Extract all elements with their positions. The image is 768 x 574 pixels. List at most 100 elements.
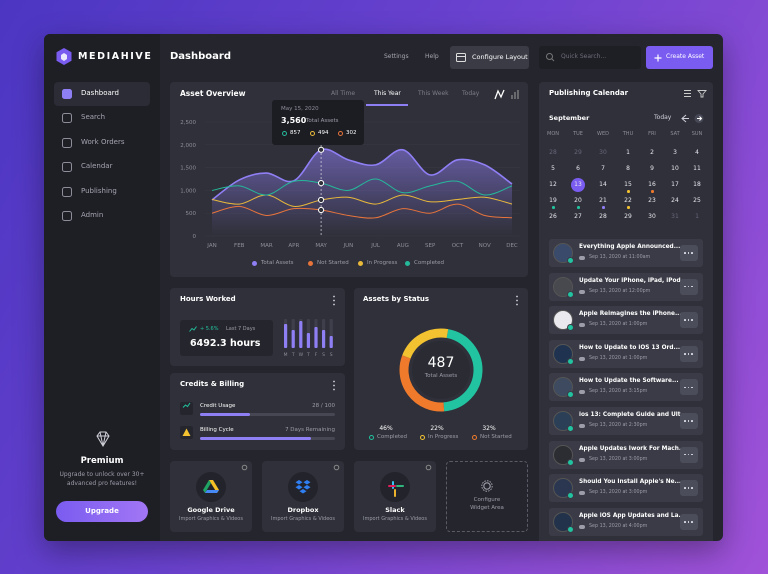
configure-label[interactable]: Configure Layout xyxy=(472,53,528,61)
header-link[interactable]: Settings xyxy=(384,53,409,60)
item-menu[interactable] xyxy=(680,278,698,295)
nav-label[interactable]: Search xyxy=(81,113,106,121)
publish-item[interactable]: ios 13: Complete Guide and Ult... Sep 13,… xyxy=(549,407,703,435)
item-menu[interactable] xyxy=(680,245,698,261)
calendar-day[interactable]: 21 xyxy=(599,197,607,204)
item-menu[interactable] xyxy=(680,513,698,530)
upgrade-button[interactable]: Upgrade xyxy=(56,501,148,522)
item-menu[interactable] xyxy=(680,379,698,396)
create-icon xyxy=(654,54,662,62)
calendar-day[interactable]: 13 xyxy=(574,181,582,188)
x-tick-label: JUL xyxy=(370,243,381,249)
calendar-day[interactable]: 6 xyxy=(576,165,580,172)
calendar-day[interactable]: 9 xyxy=(650,165,654,172)
publish-item[interactable]: Apple iOS App Updates and La... Sep 13, 2… xyxy=(549,507,703,536)
widget-area[interactable] xyxy=(446,461,528,532)
item-menu[interactable] xyxy=(680,312,698,329)
calendar-day[interactable]: 11 xyxy=(693,165,701,172)
item-glyph xyxy=(182,428,191,436)
create-button[interactable]: Create Asset xyxy=(646,46,713,69)
calendar-day[interactable]: 25 xyxy=(693,197,701,204)
item-menu[interactable] xyxy=(680,480,698,497)
publish-item[interactable]: Apple Reimagines the iPhone... Sep 13, 20… xyxy=(549,306,703,335)
event-dot xyxy=(627,190,630,193)
calendar-day[interactable]: 1 xyxy=(626,149,630,156)
selected-day xyxy=(571,178,585,192)
card-title: Assets by Status xyxy=(363,295,430,303)
item-menu[interactable] xyxy=(680,413,698,429)
create-label[interactable]: Create Asset xyxy=(666,53,705,60)
nav-label[interactable]: Dashboard xyxy=(81,89,119,97)
weekday: SAT xyxy=(670,131,680,137)
event-dot xyxy=(627,206,630,209)
publish-item[interactable]: Everything Apple Announced... Sep 13, 202… xyxy=(549,239,703,267)
item-menu[interactable] xyxy=(680,446,698,463)
calendar-day[interactable]: 29 xyxy=(574,149,582,156)
nav-label[interactable]: Admin xyxy=(81,211,104,219)
calendar-day[interactable]: 30 xyxy=(599,149,607,156)
gear xyxy=(241,464,248,471)
time-tab[interactable]: This Week xyxy=(418,90,449,97)
configure-button[interactable]: Configure Layout xyxy=(450,46,529,69)
calendar-day[interactable]: 7 xyxy=(601,165,605,172)
nav-label[interactable]: Calendar xyxy=(81,162,113,170)
menu-dot xyxy=(684,453,686,456)
calendar-day[interactable]: 3 xyxy=(673,149,677,156)
calendar-day[interactable]: 31 xyxy=(671,213,679,220)
calendar-day[interactable]: 20 xyxy=(574,197,582,204)
nav-icon-shape xyxy=(62,162,72,172)
calendar-day[interactable]: 1 xyxy=(695,213,699,220)
calendar-day[interactable]: 29 xyxy=(624,213,632,220)
bar xyxy=(291,330,295,348)
search-placeholder[interactable]: Quick Search... xyxy=(561,53,607,60)
nav-icon xyxy=(62,113,72,123)
publish-item[interactable]: How to Update to iOS 13 Ord... Sep 13, 20… xyxy=(549,339,703,368)
calendar-day[interactable]: 17 xyxy=(671,181,679,188)
calendar-today[interactable]: Today xyxy=(654,114,672,121)
calendar-day[interactable]: 10 xyxy=(671,165,679,172)
calendar-day[interactable]: 4 xyxy=(695,149,699,156)
menu-dot xyxy=(687,453,690,456)
calendar-day[interactable]: 2 xyxy=(650,149,654,156)
calendar-tools xyxy=(684,90,707,98)
time-tab[interactable]: All Time xyxy=(331,90,356,97)
widget-area-label[interactable]: Configure Widget Area xyxy=(470,497,504,511)
calendar-day[interactable]: 22 xyxy=(624,197,632,204)
calendar-day[interactable]: 14 xyxy=(599,181,607,188)
upgrade-label[interactable]: Upgrade xyxy=(85,507,119,515)
calendar-day[interactable]: 28 xyxy=(599,213,607,220)
search-box[interactable]: Quick Search... xyxy=(539,46,641,69)
calendar-day[interactable]: 5 xyxy=(551,165,555,172)
segment-percent: 46% xyxy=(379,425,393,432)
publish-title: Apple Reimagines the iPhone... xyxy=(579,311,682,318)
calendar-day[interactable]: 30 xyxy=(648,213,656,220)
item-menu[interactable] xyxy=(680,345,698,362)
calendar-day[interactable]: 16 xyxy=(648,181,656,188)
time-tab[interactable]: This Year xyxy=(374,90,401,97)
calendar-day[interactable]: 24 xyxy=(671,197,679,204)
status-badge xyxy=(567,290,574,298)
item-value: 7 Days Remaining xyxy=(285,427,335,433)
calendar-day[interactable]: 28 xyxy=(549,149,557,156)
calendar-day[interactable]: 18 xyxy=(693,181,701,188)
calendar-day[interactable]: 27 xyxy=(574,213,582,220)
calendar-day[interactable]: 12 xyxy=(549,181,557,188)
calendar-day[interactable]: 23 xyxy=(648,197,656,204)
publish-date: Sep 13, 2020 at 2:30pm xyxy=(589,423,648,428)
publish-item[interactable]: Update Your iPhone, iPad, iPod... Sep 13,… xyxy=(549,272,703,301)
header-link[interactable]: Help xyxy=(425,53,439,60)
publish-item[interactable]: Apple Updates Iwork For Mach... Sep 13, 2… xyxy=(549,440,703,469)
donut-segment xyxy=(399,355,445,412)
publish-date: Sep 13, 2020 at 3:15pm xyxy=(589,389,648,395)
publish-item[interactable]: How to Update the Software... Sep 13, 202… xyxy=(549,373,703,402)
time-tab[interactable]: Today xyxy=(462,90,480,97)
calendar-day[interactable]: 26 xyxy=(549,213,557,220)
calendar-day[interactable]: 19 xyxy=(549,197,557,204)
calendar-day[interactable]: 8 xyxy=(626,165,630,172)
calendar-day[interactable]: 15 xyxy=(624,181,632,188)
nav-label[interactable]: Publishing xyxy=(81,187,117,195)
publish-item[interactable]: Should You Install Apple's Ne... Sep 13, … xyxy=(549,474,703,503)
tooltip-date: May 15, 2020 xyxy=(281,106,319,112)
nav-label[interactable]: Work Orders xyxy=(81,138,125,146)
donut-segment xyxy=(443,329,483,412)
